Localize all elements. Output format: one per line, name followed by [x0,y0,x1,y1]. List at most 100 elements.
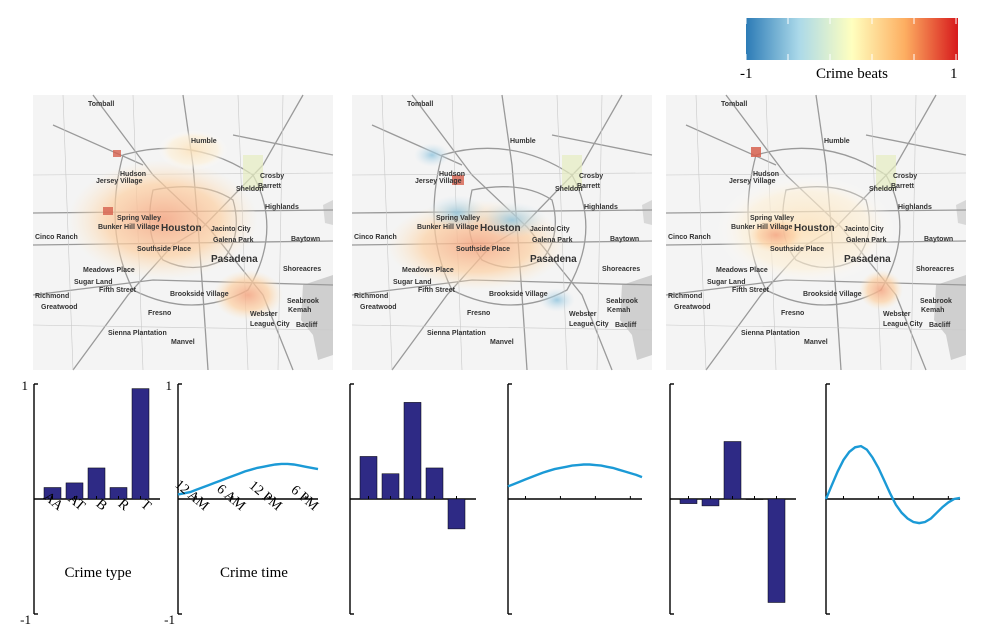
colorbar-min-label: -1 [740,66,753,82]
svg-text:League City: League City [250,321,290,328]
x-tick-label-2: 12 PM [246,478,285,514]
svg-text:Galena Park: Galena Park [532,237,573,244]
svg-text:Galena Park: Galena Park [846,237,887,244]
svg-text:Shoreacres: Shoreacres [602,266,640,273]
svg-text:Fifth Street: Fifth Street [99,287,137,294]
svg-text:Webster: Webster [250,311,278,318]
colorbar-title: Crime beats [816,66,888,82]
svg-text:Hudson: Hudson [439,171,465,178]
svg-text:Richmond: Richmond [354,293,388,300]
svg-text:Fresno: Fresno [781,310,804,317]
svg-text:Tomball: Tomball [407,101,433,108]
svg-text:Cinco Ranch: Cinco Ranch [354,234,397,241]
svg-text:Southside Place: Southside Place [137,246,191,253]
svg-text:Houston: Houston [161,223,202,234]
svg-text:Cinco Ranch: Cinco Ranch [668,234,711,241]
bar-T [767,498,786,603]
svg-text:Baytown: Baytown [610,236,639,243]
bar-AT [381,473,400,500]
time-chart-xlabel: Crime time [220,565,288,581]
svg-text:Jersey Village: Jersey Village [415,178,462,185]
svg-text:Barrett: Barrett [577,183,601,190]
svg-text:Richmond: Richmond [668,293,702,300]
bar-chart-xlabel: Crime type [64,565,131,581]
svg-text:Sienna Plantation: Sienna Plantation [108,330,167,337]
axis-bottom-label-1: -1 [20,612,31,627]
svg-text:Southside Place: Southside Place [456,246,510,253]
svg-text:Kemah: Kemah [607,307,630,314]
svg-text:Humble: Humble [191,138,217,145]
svg-text:Sienna Plantation: Sienna Plantation [741,330,800,337]
svg-text:Humble: Humble [824,138,850,145]
svg-text:Bunker Hill Village: Bunker Hill Village [417,224,478,231]
svg-text:Bacliff: Bacliff [296,322,318,329]
svg-text:Tomball: Tomball [721,101,747,108]
svg-text:Houston: Houston [794,223,835,234]
svg-text:Humble: Humble [510,138,536,145]
map-panel-3: Tomball Humble Crosby Barrett Hudson Jer… [665,94,967,371]
bar-AA [359,456,378,500]
svg-text:Southside Place: Southside Place [770,246,824,253]
svg-text:Webster: Webster [569,311,597,318]
series-line [507,463,643,488]
svg-text:Bacliff: Bacliff [929,322,951,329]
svg-text:Manvel: Manvel [490,339,514,346]
svg-text:Shoreacres: Shoreacres [916,266,954,273]
svg-text:Bunker Hill Village: Bunker Hill Village [98,224,159,231]
svg-text:Spring Valley: Spring Valley [750,215,794,222]
svg-text:Seabrook: Seabrook [287,298,319,305]
chart-4 [507,383,643,615]
bar-B [403,402,422,500]
svg-text:Bunker Hill Village: Bunker Hill Village [731,224,792,231]
bar-T [447,498,466,530]
svg-text:Highlands: Highlands [584,204,618,211]
svg-text:Shoreacres: Shoreacres [283,266,321,273]
svg-text:Sienna Plantation: Sienna Plantation [427,330,486,337]
svg-text:Houston: Houston [480,223,521,234]
svg-text:Meadows Place: Meadows Place [83,267,135,274]
svg-text:Greatwood: Greatwood [41,304,78,311]
svg-text:Hudson: Hudson [120,171,146,178]
svg-text:Pasadena: Pasadena [844,254,891,265]
svg-text:Kemah: Kemah [921,307,944,314]
chart-6 [824,383,961,615]
svg-text:Crosby: Crosby [893,173,917,180]
map-panel-2: Tomball Humble Crosby Barrett Hudson Jer… [351,94,653,371]
x-tick-label-1: 6 AM [213,482,248,515]
svg-text:Highlands: Highlands [898,204,932,211]
svg-text:Spring Valley: Spring Valley [117,215,161,222]
colorbar: -1 Crime beats 1 [740,18,958,82]
bar-B [723,441,742,500]
colorbar-max-label: 1 [950,66,958,82]
bar-B [87,467,106,500]
svg-text:Barrett: Barrett [891,183,915,190]
svg-text:Sugar Land: Sugar Land [393,279,432,286]
svg-text:Jacinto City: Jacinto City [211,226,251,233]
svg-text:Fifth Street: Fifth Street [732,287,770,294]
svg-text:Sheldon: Sheldon [869,186,897,193]
svg-text:Galena Park: Galena Park [213,237,254,244]
bar-AT [701,498,720,507]
svg-text:Jersey Village: Jersey Village [729,178,776,185]
chart-3 [349,383,476,615]
svg-text:Sheldon: Sheldon [555,186,583,193]
svg-text:Brookside Village: Brookside Village [803,291,862,298]
axis-top-label-2: 1 [166,378,173,393]
svg-text:Kemah: Kemah [288,307,311,314]
chart-5 [669,383,796,615]
svg-text:Crosby: Crosby [579,173,603,180]
svg-text:Fresno: Fresno [148,310,171,317]
svg-text:Meadows Place: Meadows Place [716,267,768,274]
svg-text:Brookside Village: Brookside Village [489,291,548,298]
bar-R [425,467,444,500]
svg-text:Baytown: Baytown [924,236,953,243]
svg-text:Meadows Place: Meadows Place [402,267,454,274]
svg-text:Brookside Village: Brookside Village [170,291,229,298]
svg-text:Hudson: Hudson [753,171,779,178]
svg-text:Seabrook: Seabrook [606,298,638,305]
svg-text:Seabrook: Seabrook [920,298,952,305]
svg-text:Webster: Webster [883,311,911,318]
svg-text:League City: League City [569,321,609,328]
svg-text:Pasadena: Pasadena [530,254,577,265]
